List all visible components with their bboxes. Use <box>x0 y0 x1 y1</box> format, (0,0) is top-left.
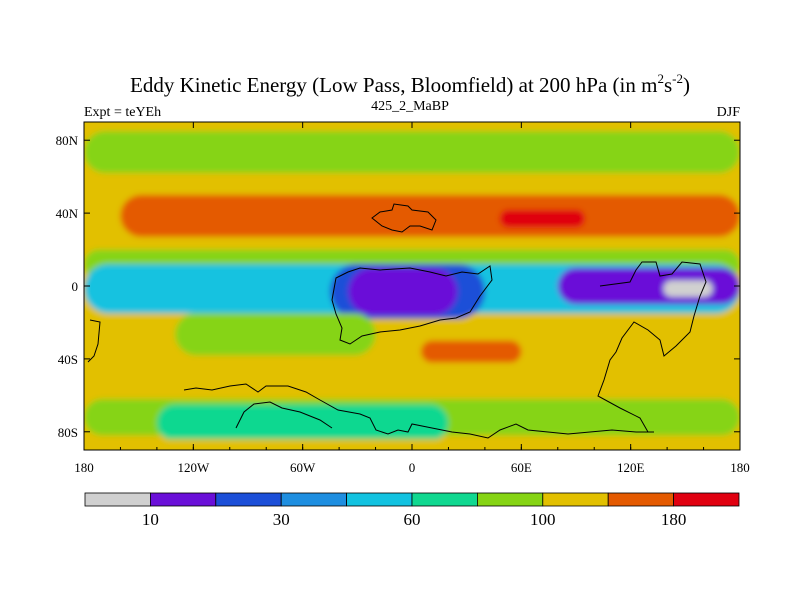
coastline-southwest <box>183 383 654 439</box>
shaded-regions <box>84 122 740 450</box>
colorbar-label-3: 100 <box>530 510 556 529</box>
coastline-east <box>597 261 707 433</box>
field-region-11 <box>421 340 522 363</box>
title-mid: s <box>664 73 672 97</box>
plot-area <box>84 122 740 450</box>
colorbar-label-0: 10 <box>142 510 159 529</box>
colorbar: 10 30 60 100 180 <box>84 492 740 529</box>
colorbar-swatch-0 <box>84 492 151 507</box>
colorbar-swatch-3 <box>280 492 348 507</box>
coastline-south-america <box>87 319 101 363</box>
y-tick-label-1: 40N <box>56 206 79 221</box>
colorbar-swatch-2 <box>215 492 282 507</box>
colorbar-swatch-8 <box>607 492 675 507</box>
field-region-0 <box>84 131 740 174</box>
field-region-9 <box>663 280 713 297</box>
subtitle-center: 425_2_MaBP <box>371 99 449 114</box>
y-tick-label-4: 80S <box>58 425 78 440</box>
coastline-antarctic-inner <box>235 401 333 429</box>
title-sup-2: -2 <box>672 71 683 86</box>
chart-title: Eddy Kinetic Energy (Low Pass, Bloomfiel… <box>130 71 690 97</box>
colorbar-label-4: 180 <box>661 510 687 529</box>
title-sup-1: 2 <box>657 71 664 86</box>
x-tick-label-4: 60E <box>511 460 532 475</box>
x-tick-label-0: 180 <box>74 460 94 475</box>
coastline-africa-asia <box>371 203 437 233</box>
colorbar-swatch-1 <box>149 492 217 507</box>
y-tick-label-2: 0 <box>72 279 79 294</box>
x-tick-label-5: 120E <box>617 460 645 475</box>
colorbar-swatch-7 <box>542 492 609 507</box>
y-tick-label-3: 40S <box>58 352 78 367</box>
colorbar-swatch-6 <box>476 492 544 507</box>
colorbar-label-1: 30 <box>273 510 290 529</box>
field-region-3 <box>499 209 586 228</box>
x-tick-label-1: 120W <box>177 460 210 475</box>
coastline-central <box>331 265 493 345</box>
x-tick-label-6: 180 <box>730 460 750 475</box>
field-region-2 <box>120 194 740 237</box>
colorbar-swatch-9 <box>673 492 740 507</box>
field-region-7 <box>348 267 458 316</box>
field-region-8 <box>557 267 740 305</box>
subtitle-left: Expt = teYEh <box>84 105 161 120</box>
x-tick-label-3: 0 <box>409 460 416 475</box>
colorbar-swatch-4 <box>346 492 413 507</box>
y-tick-label-0: 80N <box>56 133 79 148</box>
colorbar-swatch-5 <box>411 492 478 507</box>
x-tick-label-2: 60W <box>290 460 316 475</box>
subtitle-right: DJF <box>717 105 741 120</box>
axes: 180 120W 60W 0 60E 120E 180 80N 40N 0 40S 80S <box>56 122 750 475</box>
colorbar-label-2: 60 <box>404 510 421 529</box>
title-close: ) <box>683 73 690 97</box>
coastline-outlines <box>87 203 707 439</box>
field-region-10 <box>175 313 376 356</box>
title-main: Eddy Kinetic Energy (Low Pass, Bloomfiel… <box>130 73 657 97</box>
field-region-14 <box>156 404 449 441</box>
